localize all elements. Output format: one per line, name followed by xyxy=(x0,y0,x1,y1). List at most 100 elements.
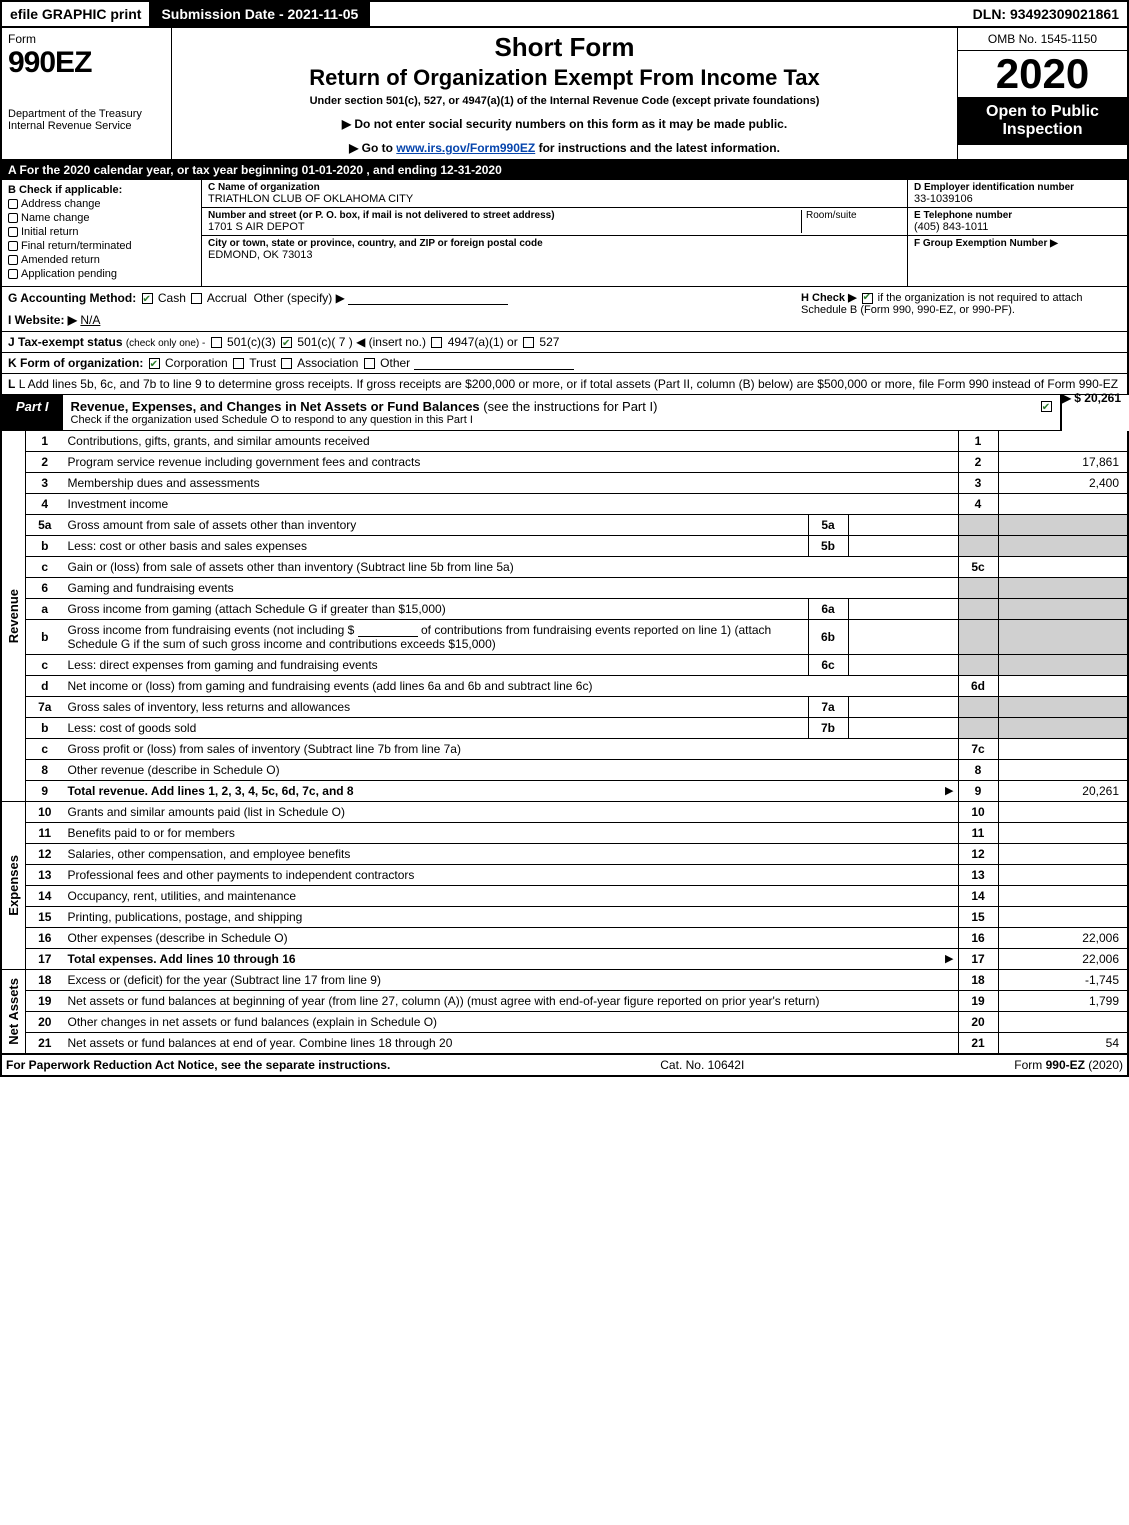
other-org-input[interactable] xyxy=(414,358,574,370)
j-label: J Tax-exempt status xyxy=(8,335,123,349)
room-suite-label: Room/suite xyxy=(801,210,901,233)
line-4-amount xyxy=(998,494,1128,515)
form-label: Form xyxy=(8,32,165,46)
line-12-amount xyxy=(998,844,1128,865)
addr-label: Number and street (or P. O. box, if mail… xyxy=(208,210,801,221)
other-specify-input[interactable] xyxy=(348,293,508,305)
header-center: Short Form Return of Organization Exempt… xyxy=(172,28,957,159)
part1-checknote: Check if the organization used Schedule … xyxy=(71,414,473,426)
open-to-public: Open to Public Inspection xyxy=(958,97,1127,145)
check-other-org[interactable] xyxy=(364,358,375,369)
check-trust[interactable] xyxy=(233,358,244,369)
part1-title: Revenue, Expenses, and Changes in Net As… xyxy=(71,399,480,414)
revenue-side-label: Revenue xyxy=(6,589,21,643)
line-1-amount xyxy=(998,431,1128,452)
line-16-amount: 22,006 xyxy=(998,928,1128,949)
line-5c-amount xyxy=(998,557,1128,578)
line-10-amount xyxy=(998,802,1128,823)
check-application-pending[interactable]: Application pending xyxy=(8,268,195,280)
dept-irs: Internal Revenue Service xyxy=(8,120,165,132)
line-15-amount xyxy=(998,907,1128,928)
line-5a-sub xyxy=(848,515,958,536)
goto-suffix: for instructions and the latest informat… xyxy=(535,141,780,155)
line-7a-sub xyxy=(848,697,958,718)
city-label: City or town, state or province, country… xyxy=(208,238,901,249)
netassets-side-label: Net Assets xyxy=(6,978,21,1045)
check-initial-return[interactable]: Initial return xyxy=(8,226,195,238)
phone-value: (405) 843-1011 xyxy=(914,221,1121,233)
l-text: L Add lines 5b, 6c, and 7b to line 9 to … xyxy=(19,377,1118,391)
line-20-amount xyxy=(998,1012,1128,1033)
check-accrual[interactable] xyxy=(191,293,202,304)
check-name-change[interactable]: Name change xyxy=(8,212,195,224)
city-value: EDMOND, OK 73013 xyxy=(208,249,901,261)
g-label: G Accounting Method: xyxy=(8,291,136,305)
check-527[interactable] xyxy=(523,337,534,348)
check-schedule-b[interactable] xyxy=(862,293,873,304)
header-left: Form 990EZ Department of the Treasury In… xyxy=(2,28,172,159)
form-number: 990EZ xyxy=(8,46,165,80)
irs-link[interactable]: www.irs.gov/Form990EZ xyxy=(396,141,535,155)
check-501c3[interactable] xyxy=(211,337,222,348)
line-3-amount: 2,400 xyxy=(998,473,1128,494)
note-ssn: ▶ Do not enter social security numbers o… xyxy=(180,117,949,131)
ein-value: 33-1039106 xyxy=(914,193,1121,205)
line-6b-sub xyxy=(848,620,958,655)
page-footer: For Paperwork Reduction Act Notice, see … xyxy=(0,1054,1129,1077)
addr-value: 1701 S AIR DEPOT xyxy=(208,221,801,233)
line-19-amount: 1,799 xyxy=(998,991,1128,1012)
check-address-change[interactable]: Address change xyxy=(8,198,195,210)
row-j: J Tax-exempt status (check only one) - 5… xyxy=(0,332,1129,353)
form-ref: Form 990-EZ (2020) xyxy=(1014,1058,1123,1072)
line-8-amount xyxy=(998,760,1128,781)
box-b-title: B Check if applicable: xyxy=(8,184,195,196)
line-9-amount: 20,261 xyxy=(998,781,1128,802)
line-2-amount: 17,861 xyxy=(998,452,1128,473)
submission-date: Submission Date - 2021-11-05 xyxy=(151,2,370,26)
website-value: N/A xyxy=(80,313,100,327)
goto-prefix: ▶ Go to xyxy=(349,141,396,155)
ein-label: D Employer identification number xyxy=(914,182,1121,193)
row-k: K Form of organization: Corporation Trus… xyxy=(0,353,1129,374)
box-b: B Check if applicable: Address change Na… xyxy=(2,180,202,286)
k-label: K Form of organization: xyxy=(8,356,143,370)
org-name-label: C Name of organization xyxy=(208,182,901,193)
line-7b-sub xyxy=(848,718,958,739)
check-final-return[interactable]: Final return/terminated xyxy=(8,240,195,252)
top-bar: efile GRAPHIC print Submission Date - 20… xyxy=(0,0,1129,28)
line-21-amount: 54 xyxy=(998,1033,1128,1054)
check-501c[interactable] xyxy=(281,337,292,348)
row-l: L L Add lines 5b, 6c, and 7b to line 9 t… xyxy=(0,374,1129,395)
check-corporation[interactable] xyxy=(149,358,160,369)
tax-year: 2020 xyxy=(958,51,1127,97)
part1-header: Part I Revenue, Expenses, and Changes in… xyxy=(0,395,1062,431)
line-6a-sub xyxy=(848,599,958,620)
expenses-side-label: Expenses xyxy=(6,855,21,916)
line-6b-contrib-input[interactable] xyxy=(358,625,418,637)
box-def: D Employer identification number 33-1039… xyxy=(907,180,1127,286)
line-18-amount: -1,745 xyxy=(998,970,1128,991)
line-7c-amount xyxy=(998,739,1128,760)
lines-table: Revenue 1 Contributions, gifts, grants, … xyxy=(0,431,1129,1054)
check-association[interactable] xyxy=(281,358,292,369)
check-schedule-o[interactable] xyxy=(1041,401,1052,412)
efile-label[interactable]: efile GRAPHIC print xyxy=(2,2,151,26)
check-4947[interactable] xyxy=(431,337,442,348)
form-header: Form 990EZ Department of the Treasury In… xyxy=(0,28,1129,160)
dept-treasury: Department of the Treasury xyxy=(8,108,165,120)
org-name: TRIATHLON CLUB OF OKLAHOMA CITY xyxy=(208,193,901,205)
h-label: H Check ▶ xyxy=(801,292,857,304)
cat-no: Cat. No. 10642I xyxy=(660,1058,744,1072)
header-right: OMB No. 1545-1150 2020 Open to Public In… xyxy=(957,28,1127,159)
omb-number: OMB No. 1545-1150 xyxy=(958,28,1127,51)
short-form-title: Short Form xyxy=(180,32,949,63)
check-cash[interactable] xyxy=(142,293,153,304)
check-amended-return[interactable]: Amended return xyxy=(8,254,195,266)
period-bar: A For the 2020 calendar year, or tax yea… xyxy=(0,160,1129,180)
l-amount: ▶ $ 20,261 xyxy=(1062,391,1121,405)
line-14-amount xyxy=(998,886,1128,907)
dln-label: DLN: 93492309021861 xyxy=(965,2,1127,26)
return-title: Return of Organization Exempt From Incom… xyxy=(180,65,949,91)
line-6c-sub xyxy=(848,655,958,676)
part1-tab: Part I xyxy=(2,395,63,430)
